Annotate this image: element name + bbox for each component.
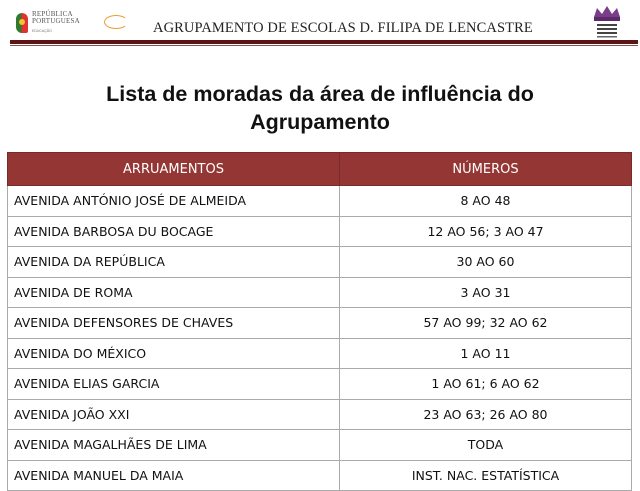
street-cell: AVENIDA MANUEL DA MAIA [7, 459, 340, 491]
numbers-cell: 30 AO 60 [339, 246, 632, 278]
street-cell: AVENIDA DE ROMA [7, 276, 340, 308]
street-cell: AVENIDA MAGALHÃES DE LIMA [7, 429, 340, 461]
secondary-logo-icon [104, 15, 128, 29]
table-row: AVENIDA DO MÉXICO 1 AO 11 [7, 337, 632, 369]
school-name: AGRUPAMENTO DE ESCOLAS D. FILIPA DE LENC… [153, 20, 533, 36]
logo-text-line2: PORTUGUESA [32, 17, 80, 25]
table-row: AVENIDA DA REPÚBLICA 30 AO 60 [7, 246, 632, 278]
numbers-cell: 23 AO 63; 26 AO 80 [339, 398, 632, 430]
numbers-cell: 12 AO 56; 3 AO 47 [339, 215, 632, 247]
page-header: REPÚBLICA PORTUGUESA EDUCAÇÃO AGRUPAMENTO… [0, 0, 640, 46]
table-row: AVENIDA ANTÓNIO JOSÉ DE ALMEIDA 8 AO 48 [7, 185, 632, 217]
table-row: AVENIDA DE ROMA 3 AO 31 [7, 276, 632, 308]
logo-subtext: EDUCAÇÃO [32, 29, 52, 33]
header-rule-thin [10, 45, 638, 46]
street-cell: AVENIDA JOÃO XXI [7, 398, 340, 430]
logo-text-line1: REPÚBLICA [32, 10, 73, 18]
header-rule [10, 40, 638, 44]
numbers-cell: 1 AO 61; 6 AO 62 [339, 368, 632, 400]
column-header-numbers: NÚMEROS [339, 152, 632, 186]
numbers-cell: TODA [339, 429, 632, 461]
table-row: AVENIDA BARBOSA DU BOCAGE 12 AO 56; 3 AO … [7, 215, 632, 247]
table-row: AVENIDA MAGALHÃES DE LIMA TODA [7, 429, 632, 461]
table-row: AVENIDA JOÃO XXI 23 AO 63; 26 AO 80 [7, 398, 632, 430]
crown-crest-icon [594, 6, 620, 38]
street-cell: AVENIDA ANTÓNIO JOSÉ DE ALMEIDA [7, 185, 340, 217]
street-cell: AVENIDA DA REPÚBLICA [7, 246, 340, 278]
column-header-streets: ARRUAMENTOS [7, 152, 340, 186]
street-cell: AVENIDA DEFENSORES DE CHAVES [7, 307, 340, 339]
address-table: ARRUAMENTOS NÚMEROS AVENIDA ANTÓNIO JOSÉ… [7, 152, 632, 491]
numbers-cell: 3 AO 31 [339, 276, 632, 308]
flag-emblem-icon [16, 13, 28, 33]
table-row: AVENIDA MANUEL DA MAIA INST. NAC. ESTATÍS… [7, 459, 632, 491]
street-cell: AVENIDA BARBOSA DU BOCAGE [7, 215, 340, 247]
document-title: Lista de moradas da área de influência d… [106, 82, 534, 134]
street-cell: AVENIDA ELIAS GARCIA [7, 368, 340, 400]
table-row: AVENIDA ELIAS GARCIA 1 AO 61; 6 AO 62 [7, 368, 632, 400]
table-header-row: ARRUAMENTOS NÚMEROS [7, 152, 632, 186]
numbers-cell: 8 AO 48 [339, 185, 632, 217]
numbers-cell: INST. NAC. ESTATÍSTICA [339, 459, 632, 491]
street-cell: AVENIDA DO MÉXICO [7, 337, 340, 369]
numbers-cell: 57 AO 99; 32 AO 62 [339, 307, 632, 339]
republica-portuguesa-logo: REPÚBLICA PORTUGUESA EDUCAÇÃO [16, 9, 126, 37]
numbers-cell: 1 AO 11 [339, 337, 632, 369]
table-row: AVENIDA DEFENSORES DE CHAVES 57 AO 99; 32… [7, 307, 632, 339]
